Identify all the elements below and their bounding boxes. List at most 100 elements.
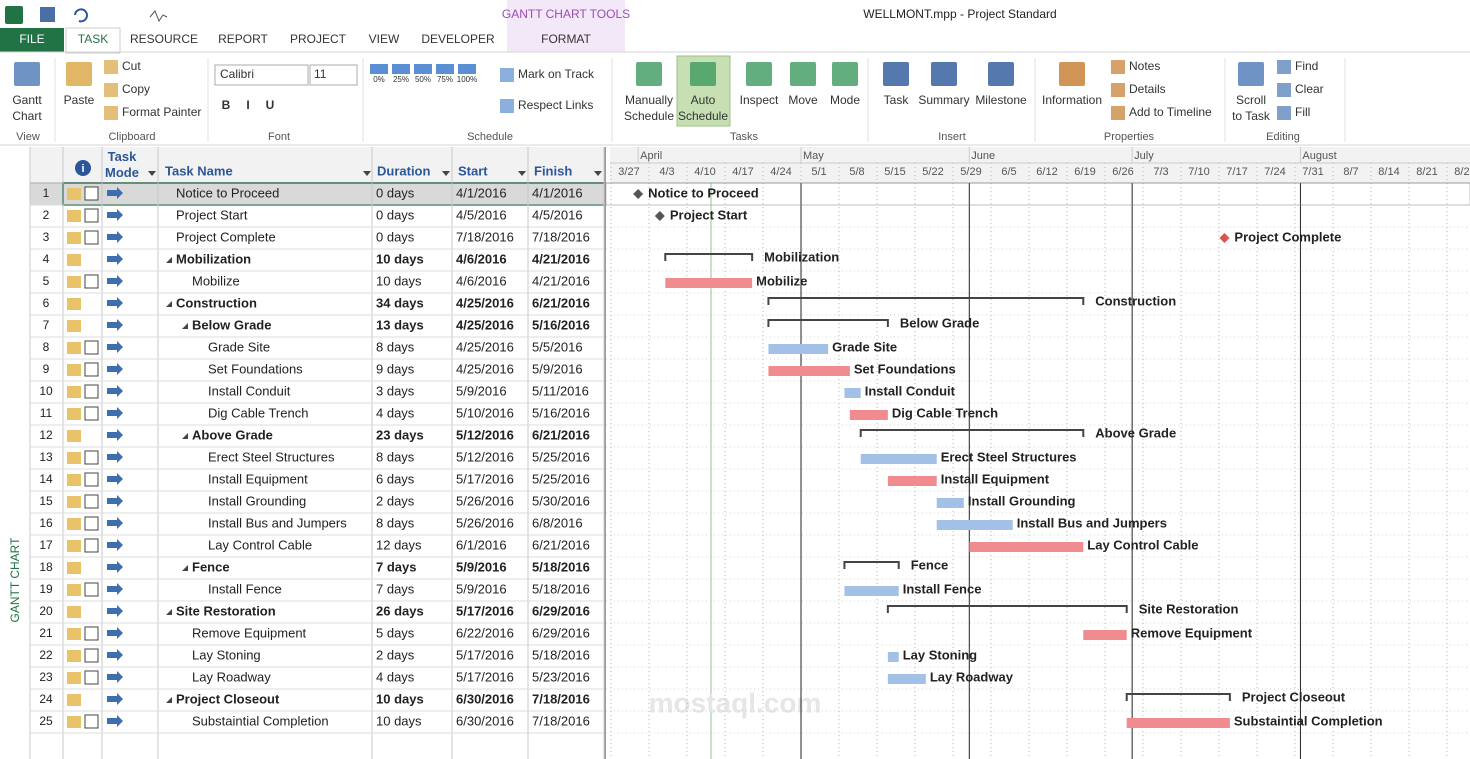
task-bar[interactable] [665,278,753,288]
column-header[interactable]: Start [458,163,488,178]
duration[interactable]: 23 days [376,427,424,442]
finish-date[interactable]: 7/18/2016 [532,229,590,244]
ribbon-tab[interactable]: FORMAT [541,32,591,46]
ribbon-icon[interactable] [1059,62,1085,86]
duration[interactable]: 26 days [376,603,424,618]
small-icon[interactable] [104,106,118,120]
finish-date[interactable]: 6/8/2016 [532,515,583,530]
duration[interactable]: 10 days [376,713,422,728]
ribbon-icon[interactable] [66,62,92,86]
duration[interactable]: 7 days [376,559,416,574]
duration[interactable]: 8 days [376,339,415,354]
row-id[interactable]: 11 [40,406,53,420]
task-name[interactable]: Project Closeout [176,691,280,706]
ribbon-icon[interactable] [883,62,909,86]
small-icon[interactable] [104,60,118,74]
row-id[interactable]: 10 [39,384,53,398]
row-id[interactable]: 15 [39,494,53,508]
summary-bar[interactable] [843,561,900,569]
ribbon-tab[interactable]: DEVELOPER [421,32,495,46]
ribbon-icon[interactable] [1238,62,1264,86]
percent-icon[interactable] [436,64,454,74]
start-date[interactable]: 4/25/2016 [456,361,514,376]
task-bar[interactable] [887,674,926,684]
milestone[interactable] [1219,233,1230,243]
duration[interactable]: 7 days [376,581,415,596]
task-name[interactable]: Lay Stoning [192,647,261,662]
start-date[interactable]: 7/18/2016 [456,229,514,244]
ribbon-tab[interactable]: FILE [19,32,44,46]
ribbon-icon[interactable] [790,62,816,86]
finish-date[interactable]: 5/5/2016 [532,339,583,354]
start-date[interactable]: 5/26/2016 [456,515,514,530]
ribbon-icon[interactable] [636,62,662,86]
milestone[interactable] [654,211,665,221]
start-date[interactable]: 5/17/2016 [456,669,514,684]
start-date[interactable]: 4/1/2016 [456,185,507,200]
task-name[interactable]: Substaintial Completion [192,713,329,728]
duration[interactable]: 8 days [376,449,415,464]
task-bar[interactable] [849,410,888,420]
duration[interactable]: 8 days [376,515,415,530]
task-name[interactable]: Lay Roadway [192,669,271,684]
duration[interactable]: 10 days [376,691,424,706]
ribbon-button[interactable]: Mode [830,93,860,107]
ribbon-button[interactable]: Scroll to Task [1232,93,1271,123]
finish-date[interactable]: 6/29/2016 [532,603,590,618]
duration[interactable]: 2 days [376,493,415,508]
row-id[interactable]: 23 [39,670,53,684]
percent-icon[interactable] [414,64,432,74]
finish-date[interactable]: 6/29/2016 [532,625,590,640]
percent-icon[interactable] [392,64,410,74]
header-dropdown[interactable] [594,171,602,176]
finish-date[interactable]: 5/23/2016 [532,669,590,684]
start-date[interactable]: 5/17/2016 [456,603,514,618]
ribbon-button[interactable]: Find [1295,59,1318,73]
ribbon-button[interactable]: Format Painter [122,105,201,119]
ribbon-button[interactable]: Cut [122,59,141,73]
task-name[interactable]: Project Start [176,207,248,222]
small-icon[interactable] [1111,60,1125,74]
task-name[interactable]: Install Conduit [208,383,291,398]
row-id[interactable]: 25 [39,714,53,728]
finish-date[interactable]: 4/5/2016 [532,207,583,222]
small-icon[interactable] [1277,106,1291,120]
ribbon-button[interactable]: 75% [437,75,453,84]
task-name[interactable]: Mobilize [192,273,240,288]
task-name[interactable]: Below Grade [192,317,271,332]
finish-date[interactable]: 5/25/2016 [532,449,590,464]
duration[interactable]: 0 days [376,229,415,244]
duration[interactable]: 0 days [376,207,415,222]
ribbon-icon[interactable] [832,62,858,86]
collapse-arrow[interactable] [166,301,172,307]
finish-date[interactable]: 7/18/2016 [532,691,590,706]
start-date[interactable]: 4/6/2016 [456,251,507,266]
start-date[interactable]: 5/12/2016 [456,449,514,464]
summary-bar[interactable] [886,605,1128,613]
ribbon-button[interactable]: Mark on Track [518,67,595,81]
ribbon-icon[interactable] [690,62,716,86]
finish-date[interactable]: 5/18/2016 [532,581,590,596]
ribbon-tab[interactable]: PROJECT [290,32,347,46]
ribbon-tab[interactable]: VIEW [369,32,400,46]
finish-date[interactable]: 7/18/2016 [532,713,590,728]
duration[interactable]: 0 days [376,185,415,200]
task-name[interactable]: Install Equipment [208,471,308,486]
duration[interactable]: 3 days [376,383,415,398]
ribbon-button[interactable]: Manually Schedule [624,93,674,123]
ribbon-button[interactable]: Calibri [220,67,254,81]
row-id[interactable]: 8 [43,340,50,354]
collapse-arrow[interactable] [182,323,188,329]
ribbon-tab[interactable]: TASK [78,32,108,46]
percent-icon[interactable] [458,64,476,74]
task-bar[interactable] [936,520,1013,530]
start-date[interactable]: 6/1/2016 [456,537,507,552]
start-date[interactable]: 5/17/2016 [456,471,514,486]
ribbon-icon[interactable] [746,62,772,86]
header-dropdown[interactable] [148,171,156,176]
task-name[interactable]: Project Complete [176,229,276,244]
row-id[interactable]: 19 [39,582,53,596]
task-bar[interactable] [1126,718,1230,728]
duration[interactable]: 9 days [376,361,415,376]
header-dropdown[interactable] [442,171,450,176]
